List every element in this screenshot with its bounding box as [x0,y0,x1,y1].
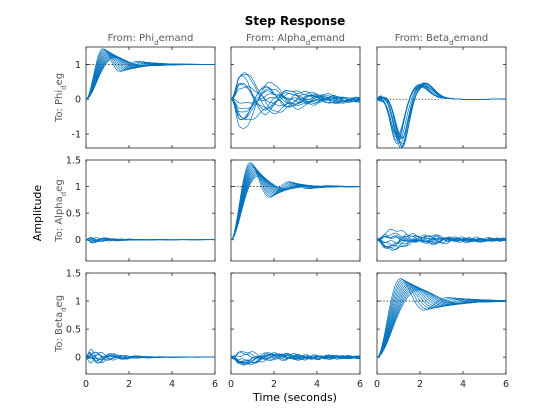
step-response-line [377,232,506,244]
response-curves [86,48,215,100]
axes-box [230,159,361,262]
y-axis-label: Amplitude [31,185,44,242]
step-response-line [86,237,215,242]
step-response-line [377,278,506,358]
y-tick-label: 0.5 [66,325,81,336]
step-response-line [377,82,506,148]
subplot-grid: -1 0 1 From: Phidemand To: Phideg From: Alpha… [54,33,509,390]
x-tick-label: 4 [314,379,320,390]
step-response-line [377,282,506,358]
x-tick-label: 0 [228,379,234,390]
y-tick-label: 1.5 [66,156,81,167]
x-tick-label: 4 [460,379,466,390]
response-curves [231,162,360,241]
y-tick-label: 0.5 [66,209,81,220]
subplot-r2-c3 [376,159,507,262]
response-curves [231,72,360,129]
subplot-r3-c3: 0 2 4 6 [374,272,509,390]
x-tick-label: 2 [417,379,423,390]
subplot-r2-c1: 0 0.5 1 1.5 To: Alphadeg [54,156,216,262]
row-label: To: Phideg [54,73,68,123]
subplot-r1-c1: -1 0 1 From: Phidemand To: Phideg [54,33,216,149]
response-curves [231,350,360,366]
column-title: From: Betademand [395,33,489,47]
x-tick-label: 2 [271,379,277,390]
chart-title: Step Response [245,14,345,28]
response-curves [86,348,215,364]
row-label: To: Alphadeg [54,179,68,242]
subplot-r1-c3: From: Betademand [376,33,507,149]
column-title: From: Phidemand [108,33,194,47]
column-title: From: Alphademand [246,33,345,47]
subplot-r2-c2 [230,159,361,262]
step-response-line [231,162,360,241]
x-tick-label: 0 [374,379,380,390]
step-response-line [377,236,506,243]
step-response-line [231,353,360,364]
x-tick-label: 6 [503,379,509,390]
subplot-r1-c2: From: Alphademand [230,33,361,149]
y-tick-label: 0 [75,95,81,106]
x-axis-label: Time (seconds) [252,391,337,404]
subplot-r3-c1: 0 2 4 6 0 0.5 1 1.5 To: Betadeg [54,269,218,391]
x-tick-label: 4 [169,379,175,390]
step-response-line [231,86,360,107]
step-response-line [377,234,506,250]
y-tick-label: 1 [75,182,81,193]
response-curves [377,82,506,148]
response-curves [86,237,215,244]
y-tick-label: 0 [75,353,81,364]
response-curves [377,229,506,251]
y-tick-label: 1 [75,60,81,71]
step-response-line [231,86,360,121]
response-curves [377,278,506,358]
row-label: To: Betadeg [54,295,68,353]
step-response-line [231,351,360,362]
axes-box [85,272,216,375]
y-tick-label: -1 [72,130,81,141]
y-tick-label: 0 [75,235,81,246]
x-tick-label: 6 [212,379,218,390]
step-response-line [231,83,360,111]
y-tick-label: 1 [75,297,81,308]
axes-box [376,159,507,262]
x-tick-label: 2 [126,379,132,390]
y-tick-label: 1.5 [66,269,81,280]
axes-box [85,159,216,262]
step-response-line [86,348,215,364]
step-response-line [231,85,360,120]
step-response-line [231,352,360,366]
axes-box [376,272,507,375]
x-tick-label: 0 [83,379,89,390]
subplot-r3-c2: 0 2 4 6 [228,272,363,390]
step-response-line [231,72,360,115]
step-response-line [86,48,215,100]
step-response-line [231,353,360,365]
step-response-line [377,279,506,358]
x-tick-label: 6 [357,379,363,390]
